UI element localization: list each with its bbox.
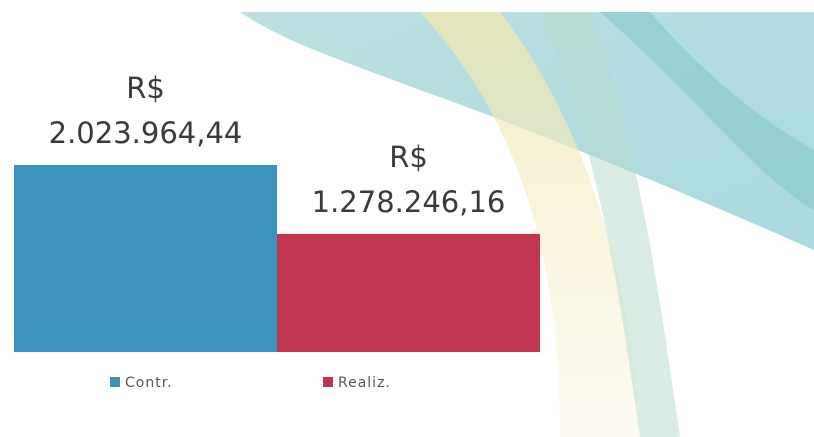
bar	[14, 165, 277, 352]
background-decoration	[240, 12, 814, 437]
value-label: R$ 2.023.964,44	[49, 71, 243, 150]
legend-label: Realiz.	[338, 375, 391, 391]
value-label-line: R$	[126, 71, 165, 105]
legend-label: Contr.	[125, 375, 173, 391]
legend-swatch	[110, 377, 120, 387]
value-label: R$ 1.278.246,16	[312, 140, 506, 219]
legend-swatch	[323, 377, 333, 387]
value-label-line: 1.278.246,16	[312, 185, 506, 219]
bar	[277, 233, 540, 352]
value-label-line: 2.023.964,44	[49, 116, 243, 150]
value-label-line: R$	[389, 140, 428, 174]
